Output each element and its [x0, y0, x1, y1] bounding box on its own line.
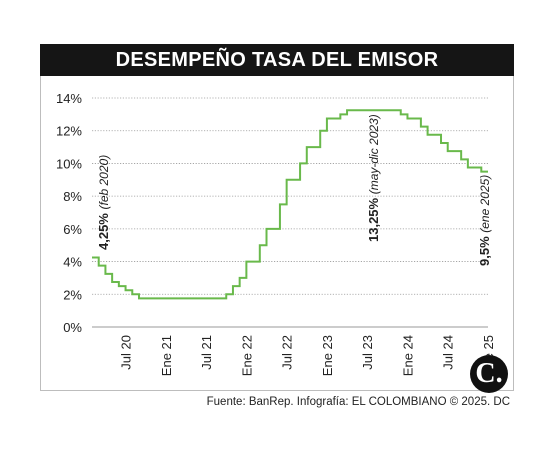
- x-tick-label: Ene 24: [400, 335, 415, 376]
- el-colombiano-logo: C.: [470, 355, 508, 393]
- y-tick-label: 4%: [63, 255, 82, 270]
- x-tick-label: Jul 23: [360, 335, 375, 370]
- source-note: Fuente: BanRep. Infografía: EL COLOMBIAN…: [206, 396, 510, 408]
- x-tick-label: Ene 23: [320, 335, 335, 376]
- annotation-label: 4,25% (feb 2020): [96, 155, 111, 250]
- annotation-value: 4,25%: [96, 210, 111, 250]
- annotation-value: 13,25%: [366, 194, 381, 242]
- series-line: [92, 109, 488, 300]
- annotation-value: 9,5%: [477, 233, 492, 266]
- chart-title: DESEMPEÑO TASA DEL EMISOR: [115, 48, 439, 71]
- x-tick-label: Jul 22: [280, 335, 295, 370]
- y-tick-label: 0%: [63, 320, 82, 335]
- x-tick-label: Jul 24: [441, 335, 456, 370]
- annotation-label: 13,25% (may-dic 2023): [366, 114, 381, 242]
- x-tick-label: Ene 21: [159, 335, 174, 376]
- annotation-label: 9,5% (ene 2025): [477, 175, 492, 266]
- x-tick-label: Ene 22: [239, 335, 254, 376]
- y-tick-label: 12%: [56, 124, 82, 139]
- x-tick-label: Jul 21: [199, 335, 214, 370]
- chart-frame: [40, 44, 514, 391]
- y-tick-label: 8%: [63, 189, 82, 204]
- y-axis-ticks: 0% 2% 4% 6% 8% 10% 12% 14%: [56, 91, 82, 335]
- title-bar: DESEMPEÑO TASA DEL EMISOR: [40, 44, 514, 76]
- y-tick-label: 6%: [63, 222, 82, 237]
- series-layer: [92, 109, 488, 300]
- annotation-date: (ene 2025): [478, 175, 492, 233]
- grid-lines: [92, 97, 488, 328]
- annotation-date: (may-dic 2023): [367, 114, 381, 194]
- x-tick-label: Jul 20: [119, 335, 134, 370]
- annotations: 4,25% (feb 2020) 13,25% (may-dic 2023) 9,5…: [96, 114, 492, 266]
- x-axis-ticks: Jul 20 Ene 21 Jul 21 Ene 22 Jul 22 Ene 23 Jul …: [119, 335, 496, 376]
- y-tick-label: 2%: [63, 287, 82, 302]
- y-tick-label: 10%: [56, 156, 82, 171]
- annotation-date: (feb 2020): [97, 155, 111, 210]
- y-tick-label: 14%: [56, 91, 82, 106]
